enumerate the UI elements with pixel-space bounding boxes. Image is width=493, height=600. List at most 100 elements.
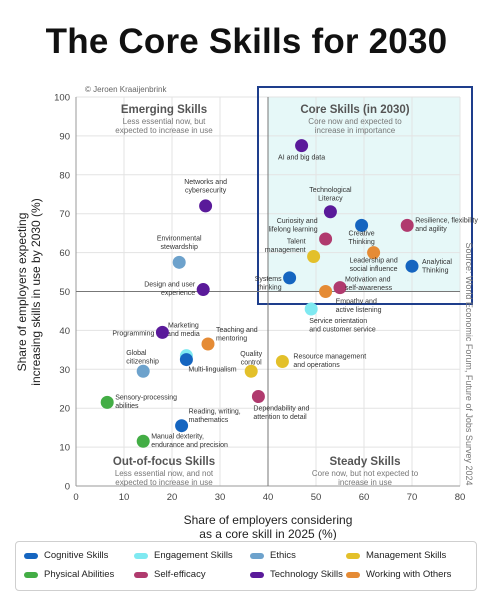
legend-item: Technology Skills <box>250 569 343 580</box>
quadrant-core-title: Core Skills (in 2030) <box>300 104 409 116</box>
x-tick-label: 50 <box>311 492 322 503</box>
legend-label: Engagement Skills <box>154 550 233 561</box>
point-label: Analytical <box>422 259 452 266</box>
point-label: mentoring <box>216 336 247 343</box>
y-axis-label-line-2: increasing skills in use by 2030 (%) <box>29 198 43 385</box>
x-tick-label: 10 <box>119 492 130 503</box>
y-tick-label: 100 <box>54 93 70 104</box>
y-tick-label: 10 <box>59 443 70 454</box>
y-tick-label: 90 <box>59 131 70 142</box>
point-label: Leadership and <box>349 258 397 265</box>
y-tick-label: 0 <box>65 482 70 493</box>
point-label: Creative <box>349 230 375 237</box>
y-tick-label: 70 <box>59 209 70 220</box>
legend-item: Working with Others <box>346 569 451 580</box>
data-point <box>283 271 297 285</box>
point-label: stewardship <box>161 244 198 251</box>
point-label: experience <box>161 290 195 297</box>
legend-label: Ethics <box>270 550 296 561</box>
data-point <box>275 355 289 369</box>
y-tick-label: 80 <box>59 170 70 181</box>
quadrant-out-of-focus-desc-1: Less essential now, and not <box>115 469 214 478</box>
legend-swatch <box>250 571 264 578</box>
page-title: The Core Skills for 2030 <box>45 22 448 61</box>
source-note: Source: World Economic Forum, Future of … <box>464 243 474 486</box>
legend-item: Ethics <box>250 550 296 561</box>
data-point <box>405 259 419 273</box>
point-label: Thinking <box>422 268 449 275</box>
quadrant-emerging-desc-1: Less essential now, but <box>123 117 206 126</box>
legend-item: Self-efficacy <box>134 569 206 580</box>
x-tick-label: 60 <box>359 492 370 503</box>
data-point <box>136 434 150 448</box>
point-label: Manual dexterity, <box>151 433 204 440</box>
data-point <box>323 205 337 219</box>
point-label: Systems <box>255 276 282 283</box>
point-label: social influence <box>350 266 398 273</box>
axes: 0 10 20 30 40 50 60 70 80 90 100 0 10 20 30 40 50 60 70 80 <box>54 93 465 504</box>
y-tick-label: 40 <box>59 326 70 337</box>
legend: Cognitive Skills Engagement Skills Ethics M… <box>15 541 477 591</box>
y-axis-label-line-1: Share of employers expecting <box>15 213 29 372</box>
legend-item: Engagement Skills <box>134 550 233 561</box>
legend-item: Cognitive Skills <box>24 550 108 561</box>
x-tick-label: 70 <box>407 492 418 503</box>
point-label: and agility <box>415 226 447 233</box>
point-label: Quality <box>240 351 262 358</box>
x-axis-label-line-2: as a core skill in 2025 (%) <box>199 527 336 540</box>
point-label: control <box>241 360 262 367</box>
data-point <box>304 302 318 316</box>
legend-item: Management Skills <box>346 550 446 561</box>
legend-label: Working with Others <box>366 569 452 580</box>
point-label: Talent <box>287 238 306 245</box>
point-label: Empathy and <box>336 299 377 306</box>
x-tick-label: 40 <box>263 492 274 503</box>
data-point <box>307 249 321 263</box>
point-label: Literacy <box>318 195 343 202</box>
data-point <box>155 325 169 339</box>
point-label: mathematics <box>189 417 229 424</box>
legend-label: Management Skills <box>366 550 447 561</box>
point-label: Motivation and <box>345 277 391 284</box>
x-tick-label: 80 <box>455 492 466 503</box>
credit-text: © Jeroen Kraaijenbrink <box>85 85 167 94</box>
point-label: Technological <box>309 187 352 194</box>
point-label: abilities <box>115 403 139 410</box>
quadrant-steady-title: Steady Skills <box>330 456 401 468</box>
data-point <box>179 353 193 367</box>
point-label: Thinking <box>348 239 375 246</box>
legend-label: Self-efficacy <box>154 569 206 580</box>
point-label: and media <box>167 331 200 338</box>
data-point <box>199 199 213 213</box>
quadrant-steady-desc-1: Core now, but not expected to <box>312 469 419 478</box>
data-point <box>319 232 333 246</box>
point-label: active listening <box>336 307 382 314</box>
point-label: Dependability and <box>253 406 309 413</box>
quadrant-core-desc-1: Core now and expected to <box>308 117 402 126</box>
data-point <box>295 139 309 153</box>
legend-swatch <box>134 571 148 578</box>
quadrant-emerging-title: Emerging Skills <box>121 104 207 116</box>
legend-swatch <box>250 552 264 559</box>
legend-swatch <box>134 552 148 559</box>
point-label: Service orientation <box>309 318 367 325</box>
point-label: and customer service <box>309 327 376 334</box>
y-tick-label: 50 <box>59 287 70 298</box>
y-tick-label: 60 <box>59 248 70 259</box>
point-label: Reading, writing, <box>189 409 241 416</box>
point-label: management <box>265 247 306 254</box>
data-point <box>172 255 186 269</box>
data-point <box>100 395 114 409</box>
data-point <box>400 218 414 232</box>
legend-item: Physical Abilities <box>24 569 114 580</box>
point-label: Resilience, flexibility <box>415 217 478 224</box>
quadrant-core-desc-2: increase in importance <box>315 126 396 135</box>
point-label: Networks and <box>184 179 227 186</box>
y-tick-label: 20 <box>59 404 70 415</box>
point-label: thinking <box>257 284 281 291</box>
legend-swatch <box>346 552 360 559</box>
core-quadrant-border <box>257 86 473 305</box>
point-label: and operations <box>293 362 340 369</box>
